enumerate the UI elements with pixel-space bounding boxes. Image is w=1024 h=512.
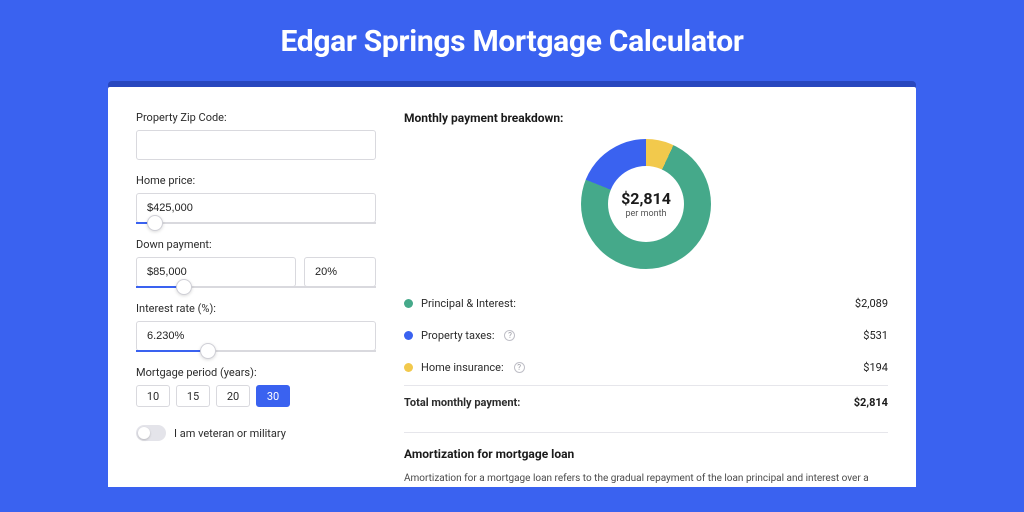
amortization-block: Amortization for mortgage loan Amortizat… <box>404 432 888 487</box>
legend-label: Property taxes: <box>421 329 494 342</box>
home-price-input[interactable] <box>136 193 376 223</box>
legend-value: $531 <box>863 329 888 342</box>
interest-rate-label: Interest rate (%): <box>136 302 376 315</box>
veteran-toggle-row: I am veteran or military <box>136 425 376 441</box>
mortgage-period-label: Mortgage period (years): <box>136 366 376 379</box>
down-payment-pct-input[interactable] <box>304 257 376 287</box>
legend-row: Property taxes:? $531 <box>404 319 888 351</box>
down-payment-label: Down payment: <box>136 238 376 251</box>
home-price-label: Home price: <box>136 174 376 187</box>
total-label: Total monthly payment: <box>404 396 520 409</box>
donut-amount: $2,814 <box>621 189 671 208</box>
veteran-toggle-label: I am veteran or military <box>174 427 286 440</box>
legend-value: $194 <box>863 361 888 374</box>
card-shadow: Property Zip Code: Home price: Down paym… <box>108 81 916 487</box>
donut-chart: $2,814 per month <box>581 139 711 269</box>
down-payment-input[interactable] <box>136 257 296 287</box>
donut-wrap: $2,814 per month <box>404 139 888 269</box>
donut-center: $2,814 per month <box>608 166 684 242</box>
donut-sub: per month <box>625 209 666 219</box>
period-btn-30[interactable]: 30 <box>256 385 290 407</box>
zip-field: Property Zip Code: <box>136 111 376 160</box>
interest-rate-slider[interactable] <box>136 350 376 352</box>
calculator-card: Property Zip Code: Home price: Down paym… <box>108 87 916 487</box>
zip-input[interactable] <box>136 130 376 160</box>
form-panel: Property Zip Code: Home price: Down paym… <box>136 111 376 487</box>
down-payment-slider-thumb[interactable] <box>176 279 192 295</box>
total-value: $2,814 <box>854 396 888 409</box>
period-btn-20[interactable]: 20 <box>216 385 250 407</box>
mortgage-period-field: Mortgage period (years): 10 15 20 30 <box>136 366 376 407</box>
down-payment-slider[interactable] <box>136 286 376 288</box>
home-price-slider-thumb[interactable] <box>147 215 163 231</box>
legend: Principal & Interest: $2,089 Property taxe… <box>404 287 888 383</box>
period-btn-10[interactable]: 10 <box>136 385 170 407</box>
legend-row: Home insurance:? $194 <box>404 351 888 383</box>
legend-dot <box>404 331 413 340</box>
header: Edgar Springs Mortgage Calculator <box>0 0 1024 81</box>
interest-rate-slider-thumb[interactable] <box>200 343 216 359</box>
period-btn-15[interactable]: 15 <box>176 385 210 407</box>
down-payment-field: Down payment: <box>136 238 376 288</box>
info-icon[interactable]: ? <box>514 362 525 373</box>
zip-label: Property Zip Code: <box>136 111 376 124</box>
amortization-text: Amortization for a mortgage loan refers … <box>404 471 888 487</box>
info-icon[interactable]: ? <box>504 330 515 341</box>
home-price-field: Home price: <box>136 174 376 224</box>
legend-row: Principal & Interest: $2,089 <box>404 287 888 319</box>
breakdown-title: Monthly payment breakdown: <box>404 111 888 125</box>
amortization-title: Amortization for mortgage loan <box>404 447 888 461</box>
page-title: Edgar Springs Mortgage Calculator <box>0 24 1024 59</box>
mortgage-period-options: 10 15 20 30 <box>136 385 376 407</box>
legend-dot <box>404 363 413 372</box>
total-row: Total monthly payment: $2,814 <box>404 385 888 418</box>
legend-dot <box>404 299 413 308</box>
breakdown-panel: Monthly payment breakdown: $2,814 per mo… <box>404 111 888 487</box>
legend-label: Principal & Interest: <box>421 297 516 310</box>
interest-rate-input[interactable] <box>136 321 376 351</box>
interest-rate-slider-fill <box>136 350 208 352</box>
veteran-toggle[interactable] <box>136 425 166 441</box>
legend-value: $2,089 <box>855 297 888 310</box>
interest-rate-field: Interest rate (%): <box>136 302 376 352</box>
legend-label: Home insurance: <box>421 361 504 374</box>
home-price-slider[interactable] <box>136 222 376 224</box>
